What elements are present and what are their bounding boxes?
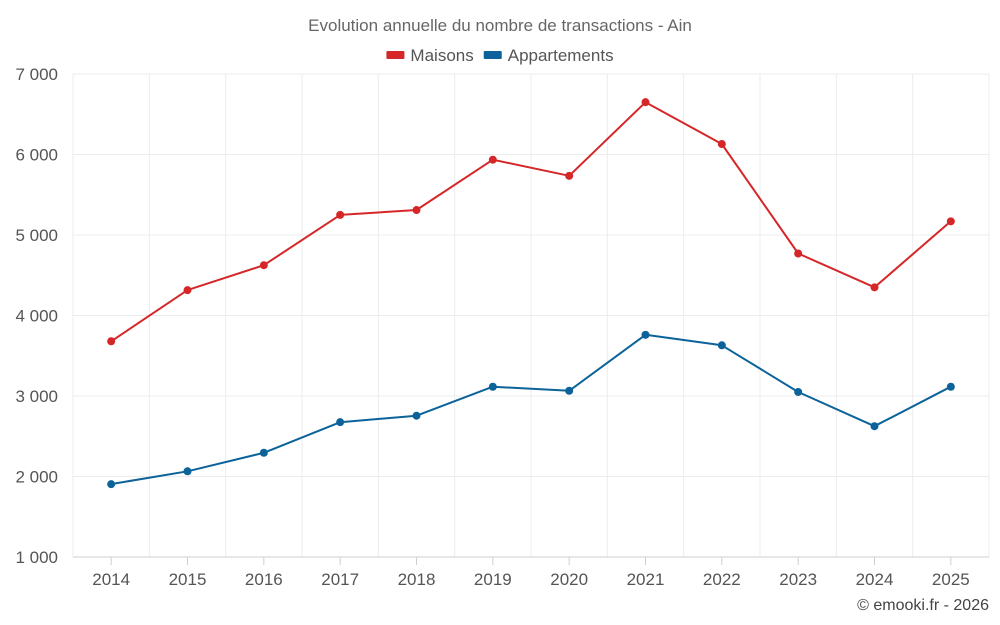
data-point-appartements — [412, 411, 421, 420]
data-point-appartements — [488, 382, 497, 391]
data-point-appartements — [336, 418, 345, 427]
y-tick-label: 5 000 — [15, 226, 58, 245]
data-point-appartements — [641, 330, 650, 339]
data-point-maisons — [870, 283, 879, 292]
y-tick-label: 4 000 — [15, 307, 58, 326]
data-point-appartements — [717, 341, 726, 350]
credit-text: © emooki.fr - 2026 — [857, 597, 989, 614]
y-tick-label: 7 000 — [15, 65, 58, 84]
data-point-maisons — [946, 217, 955, 226]
chart-title: Evolution annuelle du nombre de transact… — [308, 16, 692, 35]
x-tick-label: 2024 — [856, 570, 894, 589]
legend-item-maisons: Maisons — [386, 46, 474, 65]
x-tick-label: 2023 — [779, 570, 817, 589]
series-line-maisons — [110, 101, 952, 343]
legend-label: Appartements — [508, 46, 614, 65]
data-point-maisons — [336, 210, 345, 219]
data-point-maisons — [565, 171, 574, 180]
data-point-appartements — [870, 422, 879, 431]
x-axis: 2014 2015 2016 2017 2018 2019 2020 2021 2022 2023… — [73, 556, 989, 589]
y-tick-label: 2 000 — [15, 468, 58, 487]
data-point-appartements — [565, 386, 574, 395]
x-tick-label: 2016 — [245, 570, 283, 589]
x-tick-label: 2017 — [321, 570, 359, 589]
data-point-maisons — [717, 140, 726, 149]
data-point-appartements — [794, 387, 803, 396]
x-tick-label: 2015 — [169, 570, 207, 589]
data-point-appartements — [183, 467, 192, 476]
x-tick-label: 2025 — [932, 570, 970, 589]
x-tick-label: 2021 — [627, 570, 665, 589]
x-tick-label: 2019 — [474, 570, 512, 589]
data-point-maisons — [183, 286, 192, 295]
grid — [72, 73, 990, 557]
y-axis: 1 000 2 000 3 000 4 000 5 000 6 000 7 000 — [15, 65, 58, 567]
series-group — [107, 98, 955, 489]
legend: Maisons Appartements — [386, 46, 614, 65]
y-tick-label: 1 000 — [15, 548, 58, 567]
series-maisons — [107, 98, 955, 346]
legend-swatch — [483, 51, 502, 59]
x-tick-label: 2014 — [92, 570, 130, 589]
data-point-maisons — [794, 249, 803, 258]
data-point-maisons — [259, 261, 268, 270]
series-line-appartements — [111, 333, 952, 486]
legend-swatch — [386, 51, 405, 59]
y-tick-label: 3 000 — [15, 387, 58, 406]
x-tick-label: 2022 — [703, 570, 741, 589]
x-tick-label: 2018 — [398, 570, 436, 589]
data-point-appartements — [259, 448, 268, 457]
data-point-maisons — [412, 206, 421, 215]
x-tick-label: 2020 — [550, 570, 588, 589]
series-appartements — [107, 330, 955, 489]
data-point-appartements — [107, 480, 116, 489]
legend-label: Maisons — [410, 46, 473, 65]
data-point-maisons — [641, 98, 650, 107]
legend-item-appartements: Appartements — [483, 46, 614, 65]
data-point-maisons — [488, 155, 497, 164]
data-point-appartements — [946, 382, 955, 391]
y-tick-label: 6 000 — [15, 146, 58, 165]
data-point-maisons — [107, 337, 116, 346]
